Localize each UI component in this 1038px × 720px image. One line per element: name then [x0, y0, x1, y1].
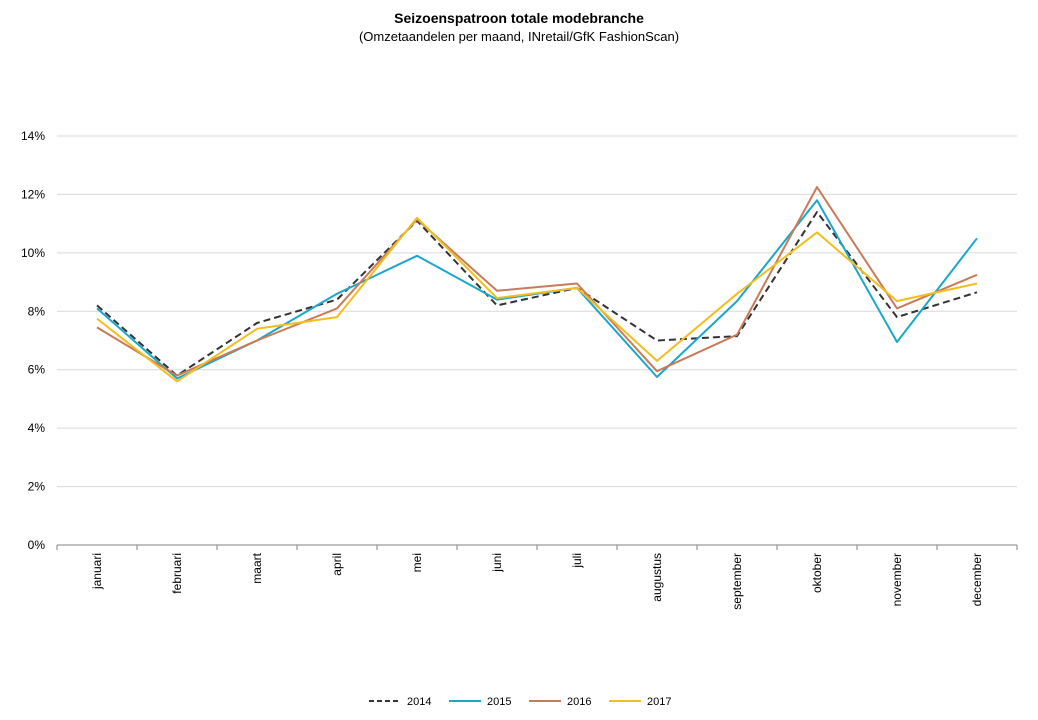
y-tick-label: 12% — [21, 187, 45, 201]
series-line-2017 — [96, 216, 978, 383]
y-tick-label: 4% — [28, 421, 46, 435]
x-tick-label: april — [330, 553, 344, 576]
axes: 0% 2% 4% 6% 8% 10% 12% 14% januari februari maart a… — [21, 129, 1018, 610]
series-line-2014 — [96, 211, 978, 377]
legend-label-2015: 2015 — [487, 696, 511, 708]
chart-title: Seizoenspatroon totale modebranche — [394, 10, 644, 26]
x-tick-label: september — [730, 553, 744, 610]
x-tick-label: augustus — [650, 553, 664, 602]
y-tick-label: 0% — [28, 538, 46, 552]
y-tick-label: 14% — [21, 129, 45, 143]
series-line-2016 — [96, 186, 978, 377]
legend-label-2016: 2016 — [567, 696, 591, 708]
legend-label-2014: 2014 — [407, 696, 431, 708]
x-tick-label: mei — [410, 553, 424, 572]
legend: 2014 2015 2016 2017 — [369, 696, 671, 708]
y-tick-label: 2% — [28, 480, 46, 494]
y-tick-label: 6% — [28, 363, 46, 377]
x-tick-label: februari — [170, 553, 184, 594]
x-tick-label: maart — [250, 552, 264, 583]
y-tick-label: 10% — [21, 246, 45, 260]
series-lines — [96, 186, 978, 383]
y-tick-label: 8% — [28, 304, 46, 318]
x-tick-label: oktober — [810, 553, 824, 593]
legend-label-2017: 2017 — [647, 696, 671, 708]
gridlines — [57, 135, 1017, 488]
x-tick-label: juli — [570, 553, 584, 569]
x-tick-label: januari — [90, 553, 104, 590]
chart-subtitle: (Omzetaandelen per maand, INretail/GfK F… — [358, 29, 680, 44]
x-tick-label: november — [890, 553, 904, 606]
x-tick-label: december — [970, 553, 984, 606]
x-tick-label: juni — [490, 553, 504, 573]
